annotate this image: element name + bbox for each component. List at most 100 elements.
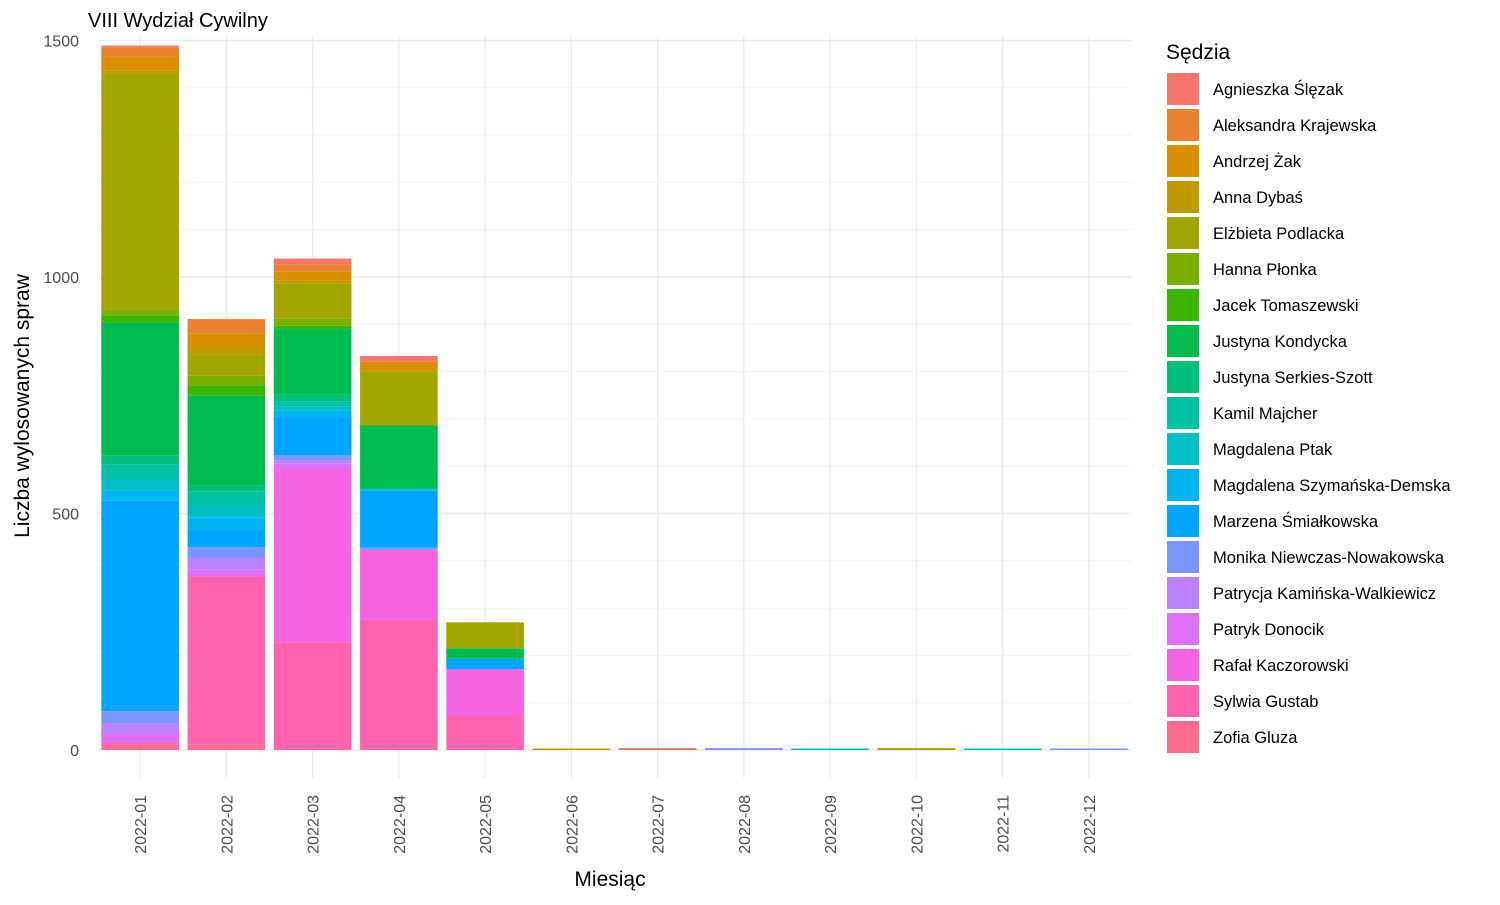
bar-segment — [101, 723, 179, 734]
legend-key — [1167, 181, 1199, 213]
legend-key — [1167, 145, 1199, 177]
bar-segment — [273, 325, 352, 329]
legend-label: Jacek Tomaszewski — [1213, 297, 1359, 315]
x-tick-label: 2022-02 — [219, 795, 236, 854]
y-tick-label: 1500 — [43, 34, 79, 51]
x-tick-label: 2022-06 — [564, 795, 581, 854]
legend-label: Aleksandra Krajewska — [1213, 117, 1377, 135]
bar-segment — [360, 487, 438, 490]
chart-title: VIII Wydział Cywilny — [88, 10, 268, 32]
legend-key — [1167, 505, 1199, 537]
bar-segment — [101, 490, 179, 501]
x-tick-label: 2022-11 — [996, 795, 1013, 853]
legend-key — [1167, 361, 1199, 393]
bar-segment — [187, 319, 266, 334]
bar-segment — [360, 619, 438, 749]
legend-key — [1167, 289, 1199, 321]
legend-key — [1167, 577, 1199, 609]
axis-layer: 0 500 1000 1500 2022-01 2022-02 2022-03 2022-04… — [43, 34, 1098, 854]
bar-segment — [446, 669, 524, 716]
bar-segment — [187, 333, 266, 348]
bar-segment — [273, 642, 352, 749]
bar-segment — [187, 375, 266, 386]
legend-label: Agnieszka Ślęzak — [1213, 80, 1344, 99]
bar-segment — [187, 347, 266, 355]
y-tick-label: 0 — [70, 743, 79, 760]
bar-segment — [273, 264, 352, 272]
bar-segment — [446, 658, 524, 670]
legend-label: Sylwia Gustab — [1213, 693, 1318, 711]
legend-key — [1167, 397, 1199, 429]
bar-segment — [187, 529, 266, 548]
bar-segment — [101, 309, 179, 316]
legend-label: Hanna Płonka — [1213, 261, 1317, 279]
bar-segment — [360, 547, 438, 550]
bar-segment — [101, 56, 179, 71]
bar-segment — [273, 748, 352, 750]
bar-segment — [705, 748, 783, 750]
bar-segment — [273, 283, 352, 319]
bar-segment — [187, 354, 266, 376]
bar-segment — [273, 417, 352, 456]
bar-segment — [101, 47, 179, 57]
bar-segment — [273, 394, 352, 402]
legend-title: Sędzia — [1166, 41, 1231, 64]
bar-segment — [187, 557, 266, 570]
bar-segment — [187, 576, 266, 745]
legend-label: Elżbieta Podlacka — [1213, 225, 1345, 243]
legend-key — [1167, 613, 1199, 645]
bar-segment — [101, 733, 179, 742]
legend-label: Zofia Gluza — [1213, 729, 1298, 747]
legend-label: Monika Niewczas-Nowakowska — [1213, 549, 1445, 567]
bar-segment — [273, 271, 352, 281]
bar-segment — [360, 425, 438, 488]
x-tick-label: 2022-05 — [478, 795, 495, 854]
bar-segment — [273, 410, 352, 418]
bar-segment — [360, 489, 438, 491]
legend-key — [1167, 469, 1199, 501]
legend-key — [1167, 325, 1199, 357]
bar-segment — [187, 569, 266, 577]
bar-segment — [360, 355, 438, 362]
legend-label: Rafał Kaczorowski — [1213, 657, 1349, 675]
x-tick-label: 2022-09 — [823, 795, 840, 854]
legend-label: Patrycja Kamińska-Walkiewicz — [1213, 585, 1436, 603]
bar-segment — [187, 744, 266, 750]
legend-label: Anna Dybaś — [1213, 189, 1303, 207]
bar-segment — [101, 500, 179, 712]
y-tick-label: 1000 — [43, 270, 79, 287]
bar-segment — [877, 748, 956, 750]
x-axis-title: Miesiąc — [574, 868, 645, 891]
legend-key — [1167, 721, 1199, 753]
bar-segment — [273, 406, 352, 411]
bar-segment — [101, 315, 179, 323]
bar-segment — [532, 748, 611, 750]
legend-key — [1167, 649, 1199, 681]
bar-segment — [618, 748, 697, 750]
bar-segment — [101, 742, 179, 745]
bar-segment — [360, 361, 438, 372]
bar-segment — [273, 318, 352, 326]
bar-segment — [101, 455, 179, 465]
legend-label: Andrzej Żak — [1213, 152, 1302, 171]
bar-segment — [101, 464, 179, 479]
bar-segment — [446, 715, 524, 750]
bar-segment — [273, 469, 352, 643]
legend-key — [1167, 685, 1199, 717]
legend-label: Justyna Serkies-Szott — [1213, 369, 1373, 387]
x-tick-label: 2022-07 — [651, 795, 668, 854]
bar-segment — [360, 490, 438, 548]
bar-segment — [273, 455, 352, 461]
bar-segment — [273, 328, 352, 395]
bar-segment — [101, 45, 179, 48]
bar-segment — [187, 485, 266, 492]
bar-segment — [187, 395, 266, 486]
bar-segment — [187, 385, 266, 396]
bar-segment — [446, 622, 524, 649]
x-tick-label: 2022-04 — [392, 795, 409, 854]
x-tick-label: 2022-08 — [737, 795, 754, 854]
legend-key — [1167, 541, 1199, 573]
bar-segment — [273, 280, 352, 284]
legend: Sędzia Agnieszka Ślęzak Aleksandra Krajew… — [1166, 41, 1451, 753]
